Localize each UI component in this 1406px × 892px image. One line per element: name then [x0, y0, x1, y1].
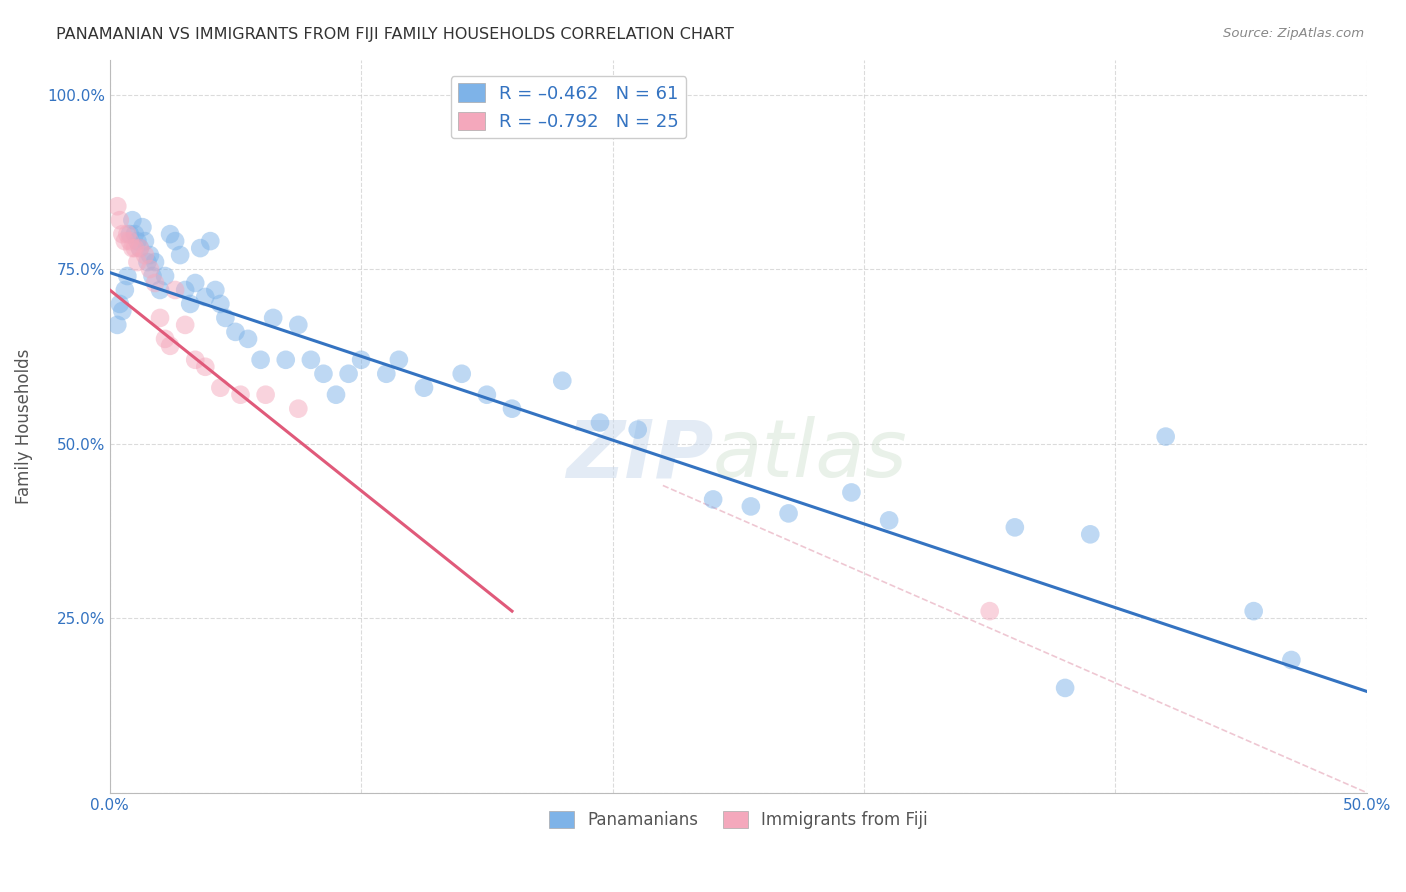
- Point: [204, 283, 226, 297]
- Point: [108, 297, 131, 311]
- Point: [194, 359, 217, 374]
- Point: [214, 310, 236, 325]
- Point: [143, 255, 166, 269]
- Point: [627, 423, 650, 437]
- Point: [131, 220, 153, 235]
- Point: [299, 352, 322, 367]
- Y-axis label: Family Households: Family Households: [15, 349, 32, 504]
- Point: [139, 262, 162, 277]
- Point: [287, 318, 309, 332]
- Point: [877, 513, 900, 527]
- Text: PANAMANIAN VS IMMIGRANTS FROM FIJI FAMILY HOUSEHOLDS CORRELATION CHART: PANAMANIAN VS IMMIGRANTS FROM FIJI FAMIL…: [56, 27, 734, 42]
- Point: [105, 199, 128, 213]
- Point: [325, 388, 347, 402]
- Point: [388, 352, 411, 367]
- Point: [153, 332, 176, 346]
- Point: [111, 304, 134, 318]
- Point: [149, 310, 172, 325]
- Point: [169, 248, 191, 262]
- Point: [551, 374, 574, 388]
- Point: [375, 367, 398, 381]
- Point: [350, 352, 373, 367]
- Point: [501, 401, 523, 416]
- Point: [1154, 429, 1177, 443]
- Point: [114, 283, 136, 297]
- Point: [108, 213, 131, 227]
- Point: [312, 367, 335, 381]
- Point: [740, 500, 762, 514]
- Point: [159, 339, 181, 353]
- Point: [136, 255, 159, 269]
- Point: [174, 283, 197, 297]
- Point: [129, 241, 152, 255]
- Point: [1243, 604, 1265, 618]
- Point: [1279, 653, 1302, 667]
- Point: [114, 234, 136, 248]
- Point: [165, 234, 187, 248]
- Point: [1054, 681, 1077, 695]
- Point: [124, 241, 146, 255]
- Point: [127, 255, 149, 269]
- Point: [200, 234, 222, 248]
- Point: [979, 604, 1001, 618]
- Text: ZIP: ZIP: [565, 417, 713, 494]
- Text: atlas: atlas: [713, 417, 908, 494]
- Point: [149, 283, 172, 297]
- Point: [179, 297, 201, 311]
- Point: [121, 213, 143, 227]
- Point: [475, 388, 498, 402]
- Point: [118, 234, 141, 248]
- Point: [1078, 527, 1101, 541]
- Point: [209, 381, 232, 395]
- Point: [184, 276, 207, 290]
- Point: [127, 234, 149, 248]
- Point: [450, 367, 472, 381]
- Point: [139, 248, 162, 262]
- Point: [229, 388, 252, 402]
- Point: [134, 248, 156, 262]
- Point: [159, 227, 181, 241]
- Point: [105, 318, 128, 332]
- Point: [111, 227, 134, 241]
- Point: [702, 492, 724, 507]
- Point: [209, 297, 232, 311]
- Point: [153, 268, 176, 283]
- Point: [174, 318, 197, 332]
- Point: [124, 227, 146, 241]
- Point: [337, 367, 360, 381]
- Point: [413, 381, 436, 395]
- Point: [194, 290, 217, 304]
- Point: [274, 352, 297, 367]
- Point: [262, 310, 284, 325]
- Point: [165, 283, 187, 297]
- Point: [121, 241, 143, 255]
- Point: [589, 416, 612, 430]
- Point: [118, 227, 141, 241]
- Text: Source: ZipAtlas.com: Source: ZipAtlas.com: [1223, 27, 1364, 40]
- Point: [236, 332, 259, 346]
- Point: [1004, 520, 1026, 534]
- Point: [117, 227, 139, 241]
- Point: [841, 485, 863, 500]
- Point: [129, 241, 152, 255]
- Point: [117, 268, 139, 283]
- Point: [134, 234, 156, 248]
- Point: [254, 388, 277, 402]
- Point: [287, 401, 309, 416]
- Point: [184, 352, 207, 367]
- Point: [778, 507, 800, 521]
- Point: [143, 276, 166, 290]
- Point: [249, 352, 271, 367]
- Point: [141, 268, 163, 283]
- Legend: Panamanians, Immigrants from Fiji: Panamanians, Immigrants from Fiji: [541, 804, 935, 836]
- Point: [188, 241, 211, 255]
- Point: [224, 325, 246, 339]
